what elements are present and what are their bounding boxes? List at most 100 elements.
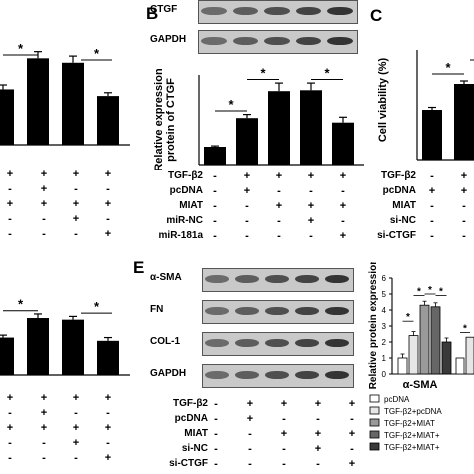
bar (408, 335, 419, 375)
bar (332, 122, 354, 165)
treatment-sign: - (213, 215, 217, 227)
treatment-sign: - (213, 230, 217, 242)
treatment-sign: - (8, 452, 12, 464)
bar (236, 118, 258, 165)
blot-band (235, 274, 259, 284)
treatment-sign: + (246, 398, 254, 410)
significance-star: * (324, 66, 330, 81)
blot-band (295, 370, 319, 380)
y-axis-label: Relative protein expression (368, 262, 379, 389)
treatment-sign: - (430, 200, 434, 212)
blot-band (325, 274, 349, 284)
treatment-label: pcDNA (169, 185, 203, 196)
blot-band (265, 338, 289, 348)
treatment-sign: - (213, 170, 217, 182)
bar (0, 89, 14, 145)
blot-band (295, 306, 319, 316)
treatment-sign: - (350, 443, 354, 455)
bar (204, 147, 226, 165)
treatment-sign: + (40, 198, 48, 210)
treatment-sign: + (72, 392, 80, 404)
treatment-sign: + (104, 422, 112, 434)
blot-label: FN (150, 304, 164, 315)
panel-letter-E: E (133, 258, 145, 277)
bar (62, 62, 84, 145)
blot-band (327, 36, 353, 46)
panelC-chart: Cell viability (%) * (377, 50, 474, 161)
treatment-sign: + (72, 198, 80, 210)
y-tick-label: 5 (382, 290, 387, 299)
panelC-treatments: TGF-β2 - + pcDNA + + MIAT - - si-NC - - si-CTGF - - (360, 170, 474, 245)
treatment-sign: - (74, 228, 78, 240)
treatment-label: MIAT (179, 200, 203, 211)
treatment-sign: - (214, 398, 218, 410)
treatment-sign: + (72, 437, 80, 449)
treatment-sign: + (280, 428, 288, 440)
legend-label: pcDNA (384, 395, 410, 404)
treatment-sign: + (104, 198, 112, 210)
bar (465, 336, 474, 375)
treatment-sign: + (307, 170, 315, 182)
bar (397, 357, 408, 375)
blot-band (205, 338, 229, 348)
treatment-sign: + (6, 168, 14, 180)
treatment-sign: - (248, 458, 252, 470)
treatment-sign: + (307, 200, 315, 212)
treatment-sign: - (282, 413, 286, 425)
y-tick-label: 4 (382, 306, 387, 315)
treatment-label: TGF-β2 (168, 170, 203, 181)
y-axis-label: Relative expression (153, 68, 165, 170)
treatment-sign: + (40, 392, 48, 404)
treatment-label: miR-181a (158, 230, 203, 241)
bar (97, 96, 119, 145)
panelA-sign-grid: + + + + - + - - + + + + - - + - - - - + (0, 168, 130, 248)
blot-band (295, 338, 319, 348)
y-tick-label: 6 (382, 274, 387, 283)
treatment-sign: + (314, 398, 322, 410)
significance-star: * (417, 287, 421, 298)
treatment-sign: + (460, 170, 468, 182)
treatment-sign: - (282, 458, 286, 470)
treatment-sign: - (245, 215, 249, 227)
bar (430, 306, 441, 375)
legend-swatch (369, 430, 380, 439)
treatment-sign: - (8, 183, 12, 195)
treatment-sign: - (74, 183, 78, 195)
blot-band (325, 338, 349, 348)
treatment-sign: + (72, 422, 80, 434)
treatment-sign: + (72, 168, 80, 180)
x-axis-label: α-SMA (403, 379, 438, 391)
blot-band (232, 6, 259, 16)
treatment-sign: + (348, 458, 356, 470)
treatment-sign: - (430, 230, 434, 242)
legend-label: TGF-β2+pcDNA (384, 407, 442, 416)
treatment-sign: + (307, 215, 315, 227)
treatment-sign: - (214, 413, 218, 425)
treatment-sign: + (104, 168, 112, 180)
treatment-sign: - (316, 413, 320, 425)
panel-letter-B: B (146, 4, 159, 23)
treatment-sign: - (42, 452, 46, 464)
treatment-sign: - (277, 230, 281, 242)
treatment-sign: - (74, 452, 78, 464)
treatment-sign: - (309, 185, 313, 197)
panelE-blots: α-SMA FN COL-1 GAPDH (150, 268, 355, 398)
blot-label: GAPDH (150, 34, 187, 45)
treatment-sign: - (213, 200, 217, 212)
significance-star: * (445, 60, 451, 75)
treatment-sign: - (248, 443, 252, 455)
treatment-sign: + (314, 428, 322, 440)
blot-band (265, 274, 289, 284)
blot-label: GAPDH (150, 368, 187, 379)
treatment-label: MIAT (392, 200, 416, 211)
blot-band (325, 306, 349, 316)
significance-star: * (18, 41, 24, 56)
y-tick-label: 3 (382, 322, 387, 331)
significance-star: * (439, 287, 443, 298)
treatment-sign: + (72, 213, 80, 225)
treatment-sign: - (245, 200, 249, 212)
treatment-sign: + (339, 170, 347, 182)
blot-band (205, 370, 229, 380)
treatment-sign: - (214, 458, 218, 470)
treatment-label: pcDNA (382, 185, 416, 196)
